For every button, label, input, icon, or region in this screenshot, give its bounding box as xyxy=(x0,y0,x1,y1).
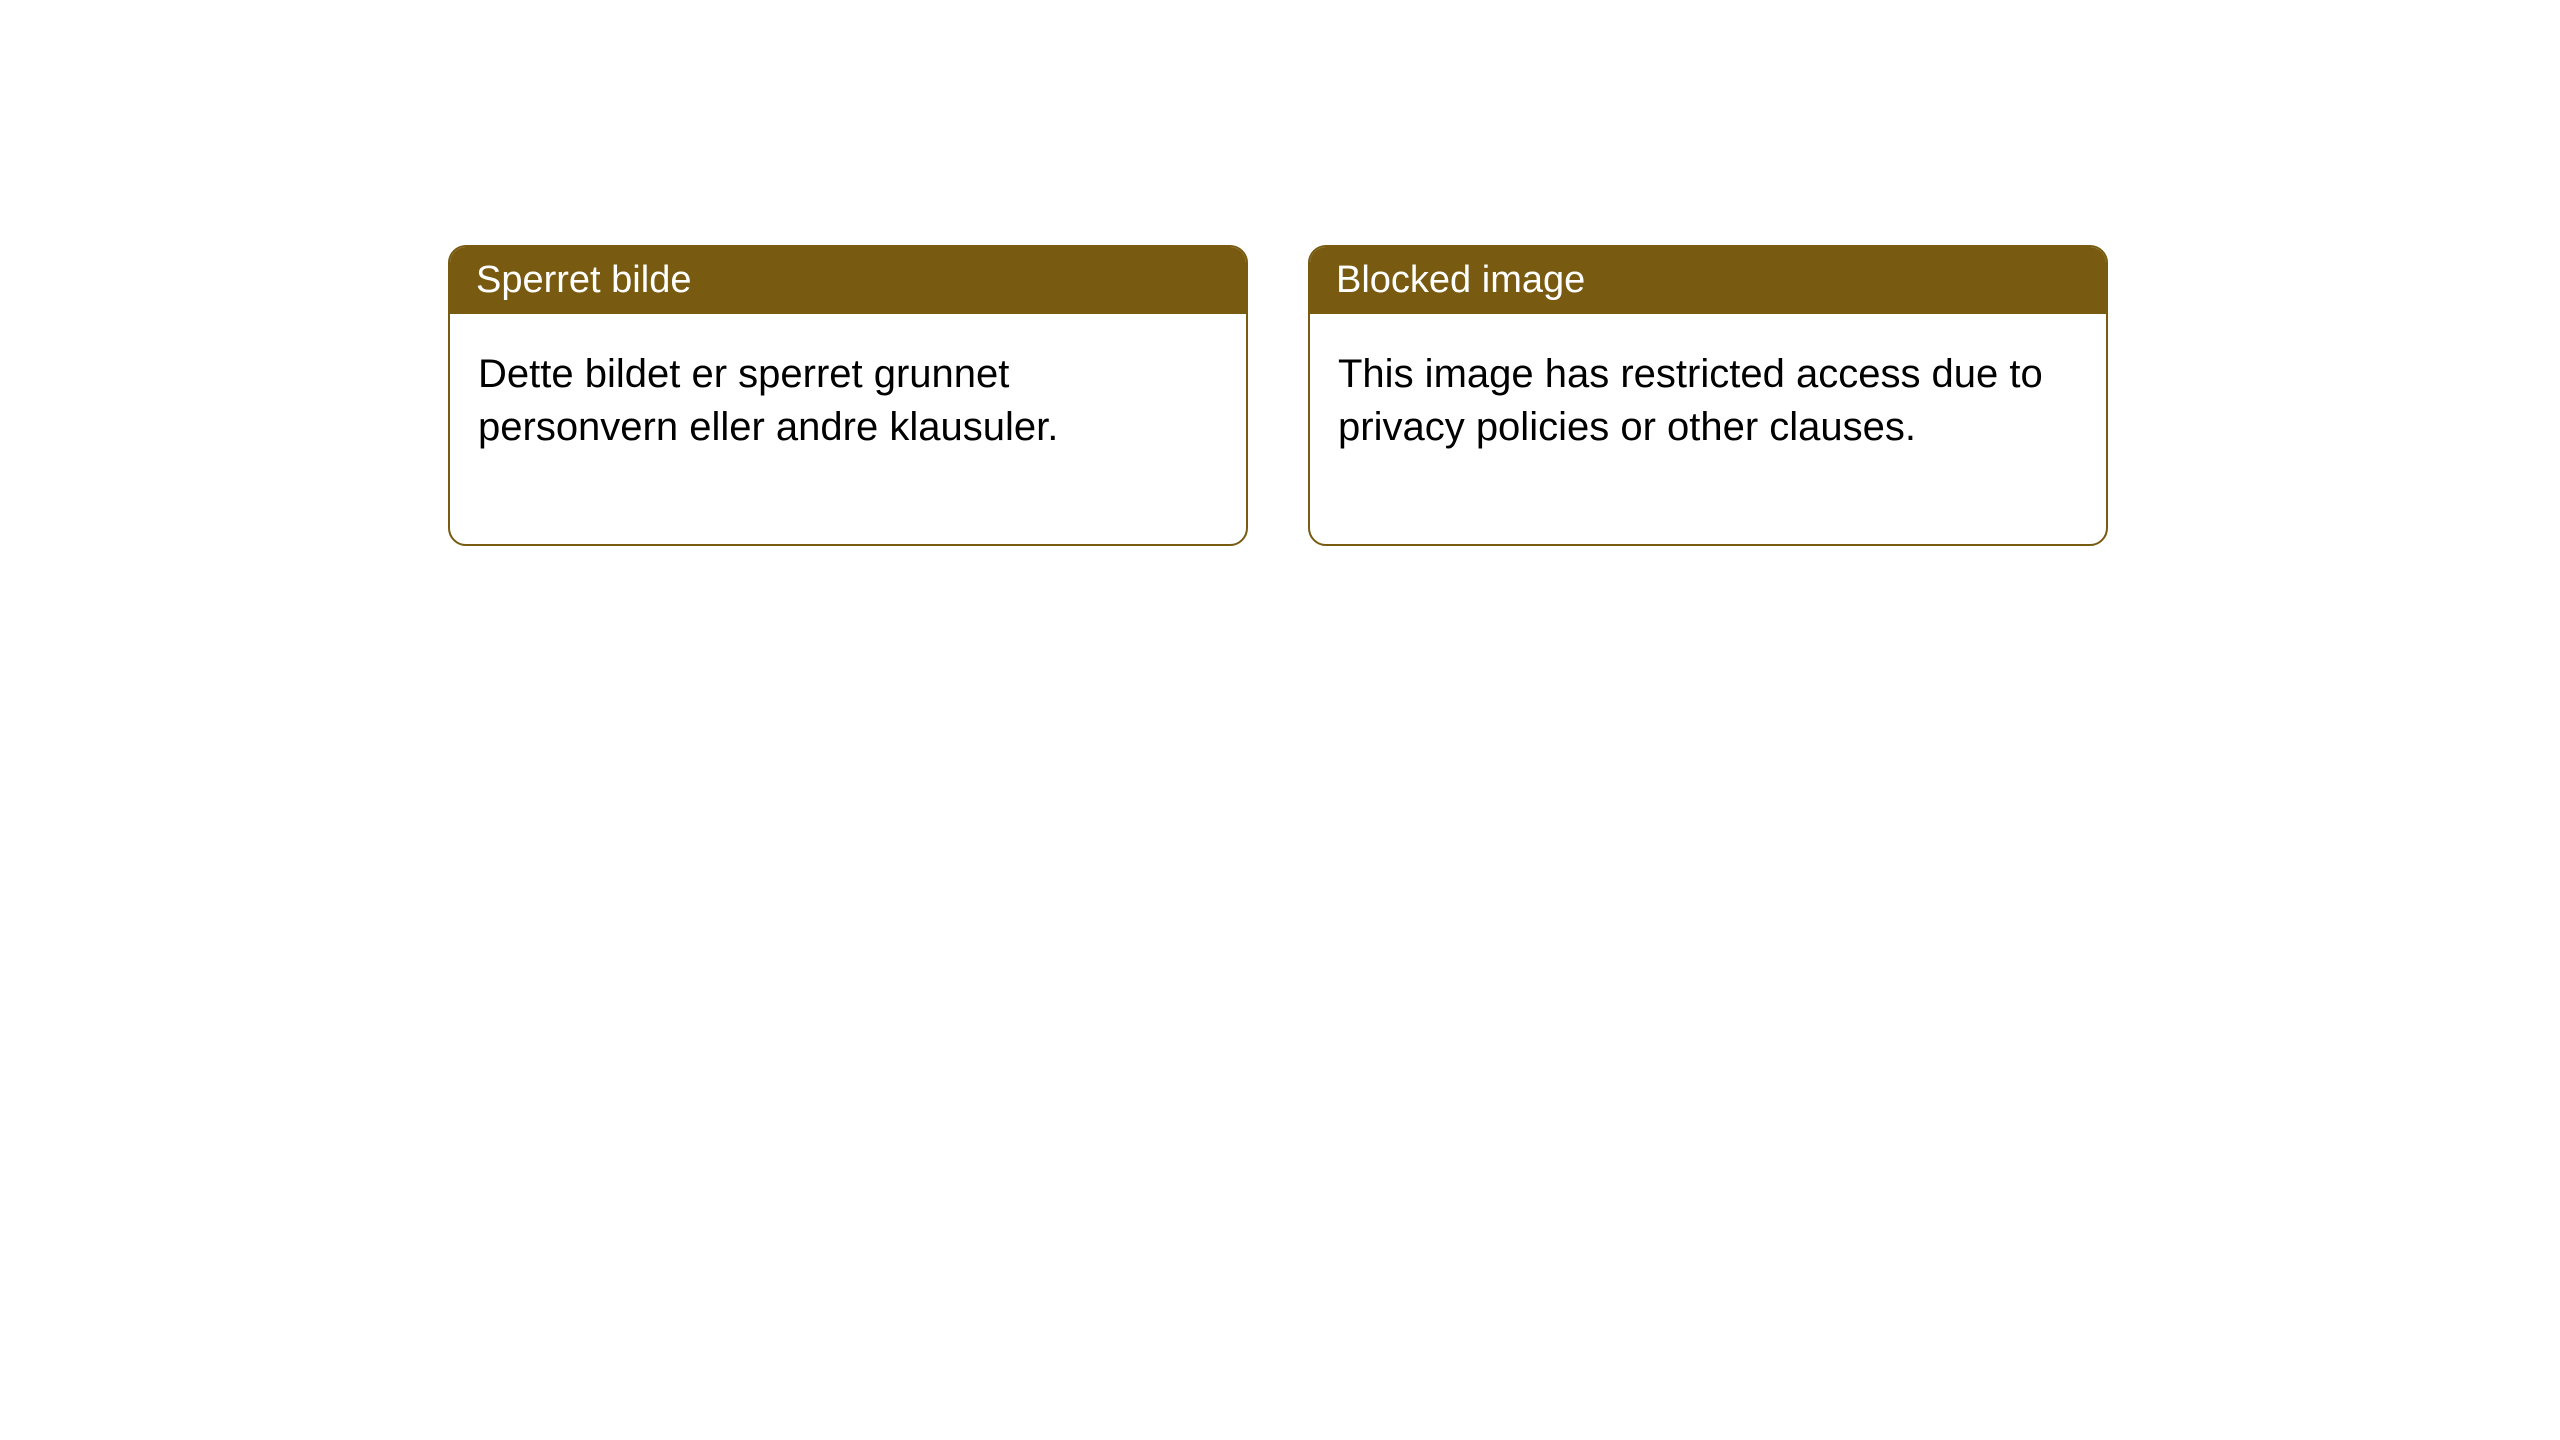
card-title: Blocked image xyxy=(1336,259,1585,301)
card-header: Blocked image xyxy=(1310,247,2106,314)
notice-card-norwegian: Sperret bilde Dette bildet er sperret gr… xyxy=(448,245,1248,546)
card-title: Sperret bilde xyxy=(476,259,691,301)
card-header: Sperret bilde xyxy=(450,247,1246,314)
card-body: Dette bildet er sperret grunnet personve… xyxy=(450,314,1246,544)
card-body-text: This image has restricted access due to … xyxy=(1338,352,2043,449)
card-body: This image has restricted access due to … xyxy=(1310,314,2106,544)
notice-cards-container: Sperret bilde Dette bildet er sperret gr… xyxy=(0,0,2560,546)
notice-card-english: Blocked image This image has restricted … xyxy=(1308,245,2108,546)
card-body-text: Dette bildet er sperret grunnet personve… xyxy=(478,352,1058,449)
